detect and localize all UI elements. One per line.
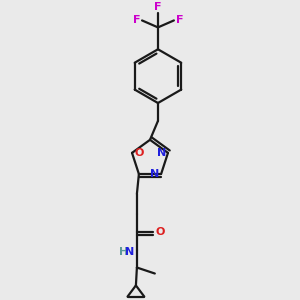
Text: O: O (156, 227, 165, 237)
Text: N: N (157, 148, 166, 158)
Text: F: F (154, 2, 162, 13)
Text: F: F (176, 15, 183, 26)
Text: N: N (125, 247, 134, 256)
Text: F: F (133, 15, 140, 26)
Text: H: H (119, 247, 128, 256)
Text: N: N (150, 169, 159, 179)
Text: O: O (134, 148, 143, 158)
